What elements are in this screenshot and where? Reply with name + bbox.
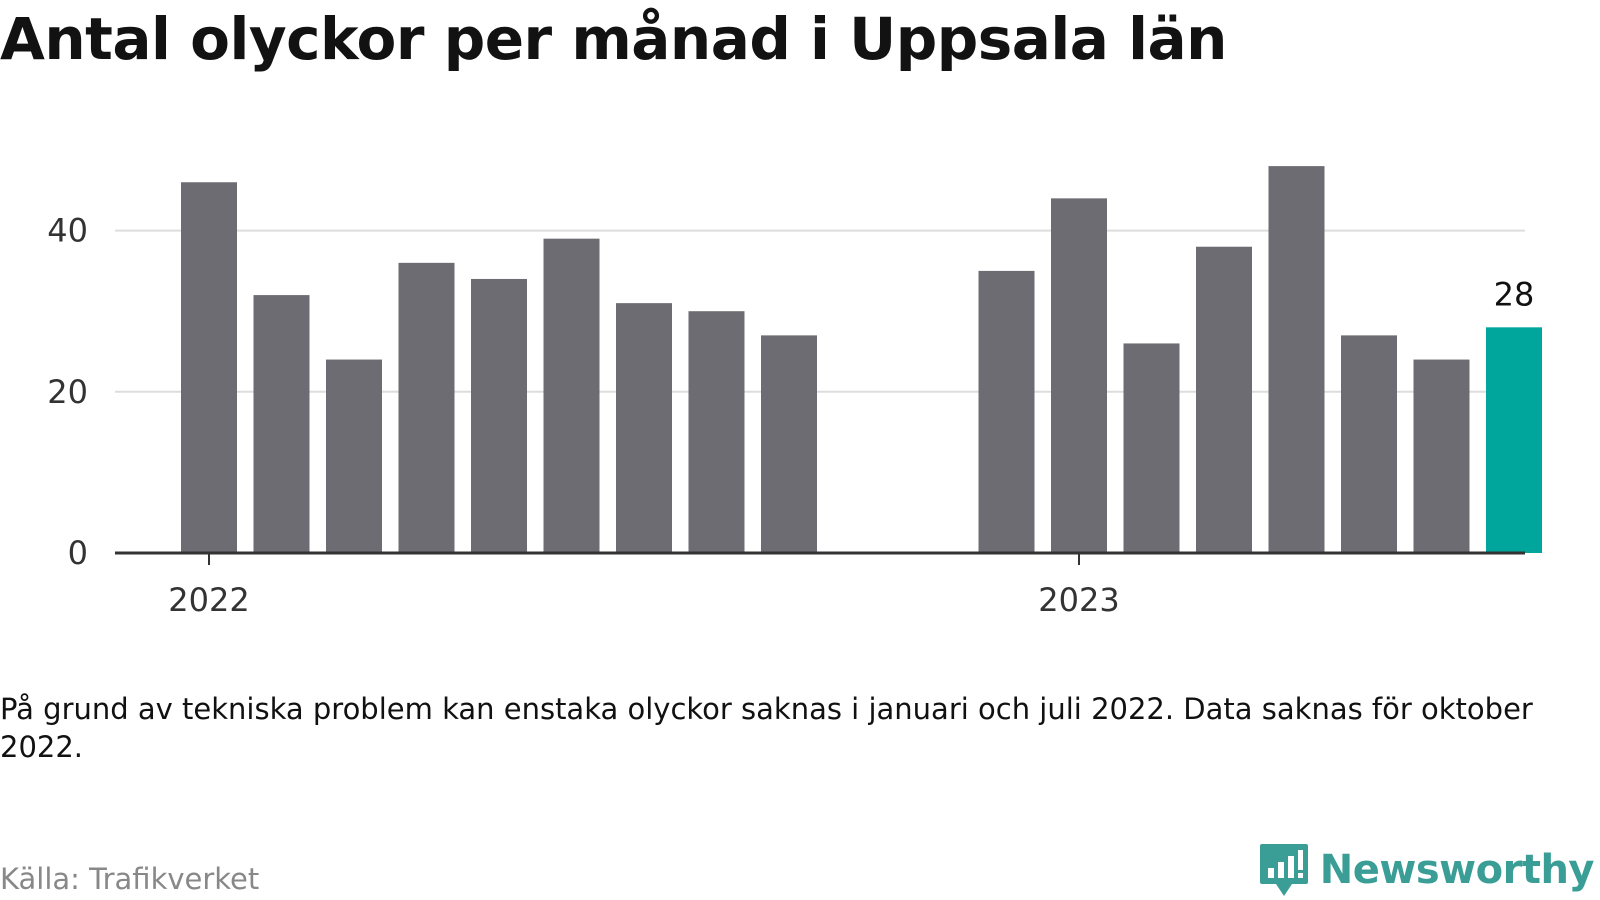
bar-2022-05 (471, 278, 527, 553)
y-tick-label-40: 40 (47, 212, 88, 250)
bar-2022-01 (181, 182, 237, 554)
bar-chart: 0 20 40 2022 2023 28 (47, 166, 1542, 619)
bar-2023-04 (1268, 166, 1325, 553)
source-credit: Källa: Trafikverket (0, 862, 260, 896)
bar-2022-06 (543, 238, 600, 553)
bar-2022-07 (616, 303, 672, 553)
data-labels: 28 (1494, 275, 1535, 313)
bar-2022-02 (253, 295, 310, 553)
y-tick-label-0: 0 (68, 534, 88, 572)
bar-2022-04 (398, 262, 455, 553)
bar-2023-02 (1123, 343, 1180, 553)
x-axis: 2022 2023 (115, 551, 1525, 619)
x-tick-label-2023: 2023 (1038, 581, 1119, 619)
bars (181, 166, 1542, 554)
data-label-highlight: 28 (1494, 275, 1535, 313)
bar-2023-03 (1196, 246, 1252, 553)
brand-name: Newsworthy (1319, 847, 1595, 893)
bar-2022-09 (761, 335, 817, 553)
bar-2022-03 (326, 359, 382, 553)
chart-speech-bubble-icon (1259, 844, 1308, 896)
y-axis-ticks: 0 20 40 (47, 212, 88, 572)
bar-2023-05 (1341, 335, 1397, 553)
bar-2023-07 (1486, 327, 1542, 553)
bar-2022-12 (978, 270, 1035, 553)
bar-2022-08 (688, 311, 745, 553)
brand-logo[interactable]: Newsworthy (1258, 842, 1595, 898)
x-tick-label-2022: 2022 (168, 581, 249, 619)
chart-title: Antal olyckor per månad i Uppsala län (0, 5, 1227, 73)
bar-2023-01 (1051, 198, 1107, 554)
y-tick-label-20: 20 (47, 373, 88, 411)
bar-2023-06 (1413, 359, 1470, 553)
chart-note: På grund av tekniska problem kan enstaka… (0, 692, 1533, 764)
